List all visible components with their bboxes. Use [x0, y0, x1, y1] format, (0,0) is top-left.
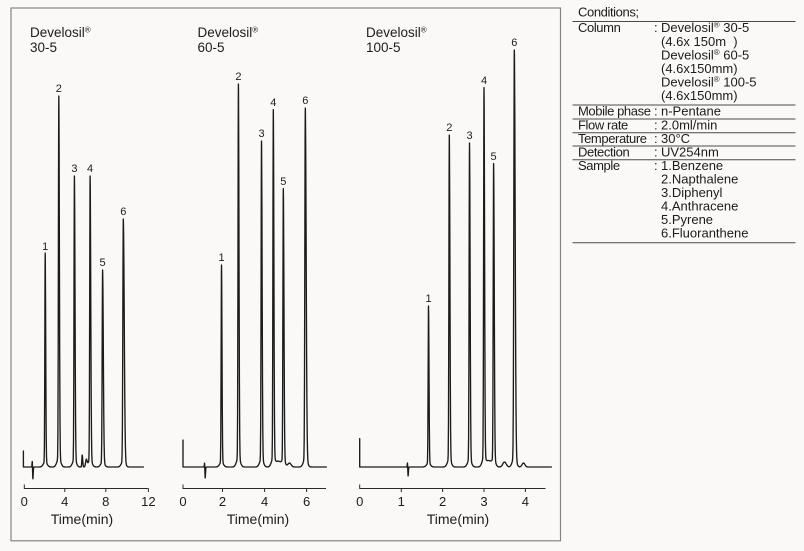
svg-text:Time(min): Time(min): [427, 511, 489, 527]
svg-text:6.Fluoranthene: 6.Fluoranthene: [661, 226, 748, 241]
svg-text::: :: [654, 145, 658, 160]
svg-text:6: 6: [120, 206, 126, 218]
svg-text:3: 3: [71, 163, 77, 175]
svg-text:2: 2: [56, 83, 62, 95]
svg-text:Time(min): Time(min): [227, 511, 289, 527]
svg-text:1: 1: [398, 494, 405, 509]
svg-text::: :: [654, 118, 658, 133]
svg-text:(4.6x150mm): (4.6x150mm): [661, 88, 738, 103]
svg-text:3: 3: [480, 494, 487, 509]
svg-text:2: 2: [439, 494, 446, 509]
svg-text:4: 4: [481, 75, 487, 87]
svg-text:2: 2: [235, 71, 241, 83]
svg-text:Time(min): Time(min): [51, 511, 113, 527]
svg-text:Develosil®: Develosil®: [30, 25, 91, 40]
svg-text:0: 0: [179, 494, 186, 509]
svg-text:1: 1: [425, 293, 431, 305]
svg-text:Sample: Sample: [578, 158, 620, 173]
svg-text:Column: Column: [578, 20, 621, 35]
svg-text:5: 5: [491, 151, 497, 163]
svg-text:4: 4: [87, 163, 93, 175]
svg-text:4: 4: [61, 494, 68, 509]
svg-text:(4.6x150mm): (4.6x150mm): [661, 61, 738, 76]
svg-text:1: 1: [42, 241, 48, 253]
svg-text:100-5: 100-5: [366, 40, 401, 55]
svg-text:4.Anthracene: 4.Anthracene: [661, 199, 738, 214]
svg-text:Develosil® 30-5: Develosil® 30-5: [661, 20, 749, 35]
svg-text:6: 6: [303, 494, 310, 509]
svg-text::: :: [654, 158, 658, 173]
svg-text:1.Benzene: 1.Benzene: [661, 158, 723, 173]
svg-text:6: 6: [302, 95, 308, 107]
svg-text:(4.6x 150m ): (4.6x 150m ): [661, 34, 738, 49]
svg-text:1: 1: [218, 252, 224, 264]
svg-text:4: 4: [261, 494, 268, 509]
svg-text:Mobile phase: Mobile phase: [578, 104, 651, 119]
svg-text:UV254nm: UV254nm: [661, 145, 719, 160]
svg-text::: :: [654, 131, 658, 146]
svg-text:n-Pentane: n-Pentane: [661, 104, 721, 119]
svg-text:Conditions;: Conditions;: [578, 5, 639, 20]
svg-text:3.Diphenyl: 3.Diphenyl: [661, 185, 723, 200]
svg-text:3: 3: [258, 128, 264, 140]
svg-text:4: 4: [270, 97, 276, 109]
svg-text:5.Pyrene: 5.Pyrene: [661, 212, 713, 227]
svg-text:2.Napthalene: 2.Napthalene: [661, 172, 738, 187]
svg-text:5: 5: [100, 257, 106, 269]
svg-text:Detection: Detection: [578, 145, 629, 160]
svg-text:0: 0: [21, 494, 28, 509]
svg-text:3: 3: [466, 130, 472, 142]
svg-text::: :: [654, 104, 658, 119]
svg-text:Flow rate: Flow rate: [578, 118, 628, 133]
svg-text:5: 5: [280, 176, 286, 188]
svg-text:Temperature: Temperature: [578, 131, 647, 146]
svg-text:6: 6: [511, 37, 517, 49]
svg-text:30-5: 30-5: [30, 40, 57, 55]
svg-text:0: 0: [356, 494, 363, 509]
svg-text:30°C: 30°C: [661, 131, 690, 146]
svg-text:4: 4: [522, 494, 529, 509]
svg-text:2: 2: [446, 122, 452, 134]
svg-text:Develosil®: Develosil®: [198, 25, 259, 40]
svg-text::: :: [654, 20, 658, 35]
svg-text:Develosil®: Develosil®: [366, 25, 427, 40]
svg-text:60-5: 60-5: [198, 40, 225, 55]
svg-text:Develosil® 100-5: Develosil® 100-5: [661, 75, 757, 90]
svg-text:12: 12: [141, 494, 155, 509]
svg-text:2: 2: [219, 494, 226, 509]
svg-text:8: 8: [102, 494, 109, 509]
svg-text:2.0ml/min: 2.0ml/min: [661, 118, 717, 133]
svg-text:Develosil® 60-5: Develosil® 60-5: [661, 48, 749, 63]
